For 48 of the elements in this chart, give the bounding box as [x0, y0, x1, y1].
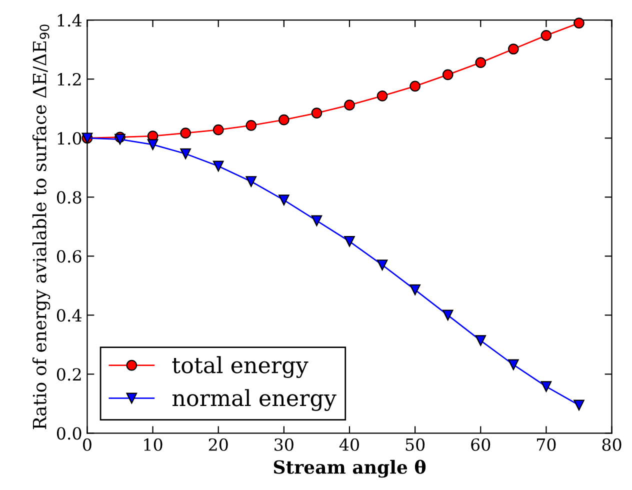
- x-tick-label: 80: [602, 438, 622, 451]
- x-axis-title: Stream angle θ: [274, 460, 426, 478]
- point: [508, 44, 519, 54]
- point: [574, 18, 584, 28]
- y-tick-label: 0.6: [56, 250, 82, 263]
- point: [344, 100, 355, 110]
- point: [311, 108, 322, 118]
- legend-label: normal energy: [172, 389, 336, 411]
- y-tick-label: 1.4: [58, 14, 82, 27]
- point: [246, 120, 257, 131]
- x-tick-label: 40: [339, 438, 359, 451]
- point: [212, 160, 224, 172]
- point: [344, 236, 355, 247]
- y-tick-label: 1.2: [58, 73, 81, 86]
- y-tick-label: 0.0: [56, 427, 82, 440]
- y-axis-title: Ratio of energy avialable to surface ΔE/ΔE$_{90}$: [32, 24, 50, 430]
- x-tick-label: 20: [208, 438, 228, 451]
- x-tick-label: 70: [537, 438, 556, 451]
- legend-label: total energy: [172, 356, 308, 378]
- point: [508, 359, 519, 370]
- point: [410, 284, 420, 296]
- y-tick-label: 1.0: [58, 132, 82, 145]
- point: [278, 194, 290, 206]
- point: [442, 69, 454, 80]
- point: [180, 128, 191, 139]
- point: [246, 176, 257, 187]
- point: [147, 139, 158, 150]
- x-tick-label: 10: [144, 438, 162, 451]
- point: [376, 260, 388, 270]
- x-tick-label: 60: [471, 438, 490, 451]
- point: [442, 310, 454, 321]
- x-tick-label: 30: [274, 438, 294, 451]
- y-tick-label: 0.4: [56, 309, 82, 322]
- y-tick-label: 0.2: [56, 368, 81, 381]
- point: [278, 114, 290, 126]
- point: [574, 400, 584, 411]
- point: [540, 30, 552, 41]
- y-tick-label: 0.8: [56, 191, 82, 204]
- point: [180, 148, 191, 160]
- point: [311, 215, 322, 226]
- x-tick-label: 0: [83, 438, 92, 451]
- point: [410, 80, 420, 92]
- point: [475, 57, 486, 68]
- point: [475, 335, 486, 346]
- point: [212, 124, 224, 136]
- point: [540, 381, 552, 392]
- point: [376, 90, 388, 102]
- x-tick-label: 50: [406, 438, 425, 451]
